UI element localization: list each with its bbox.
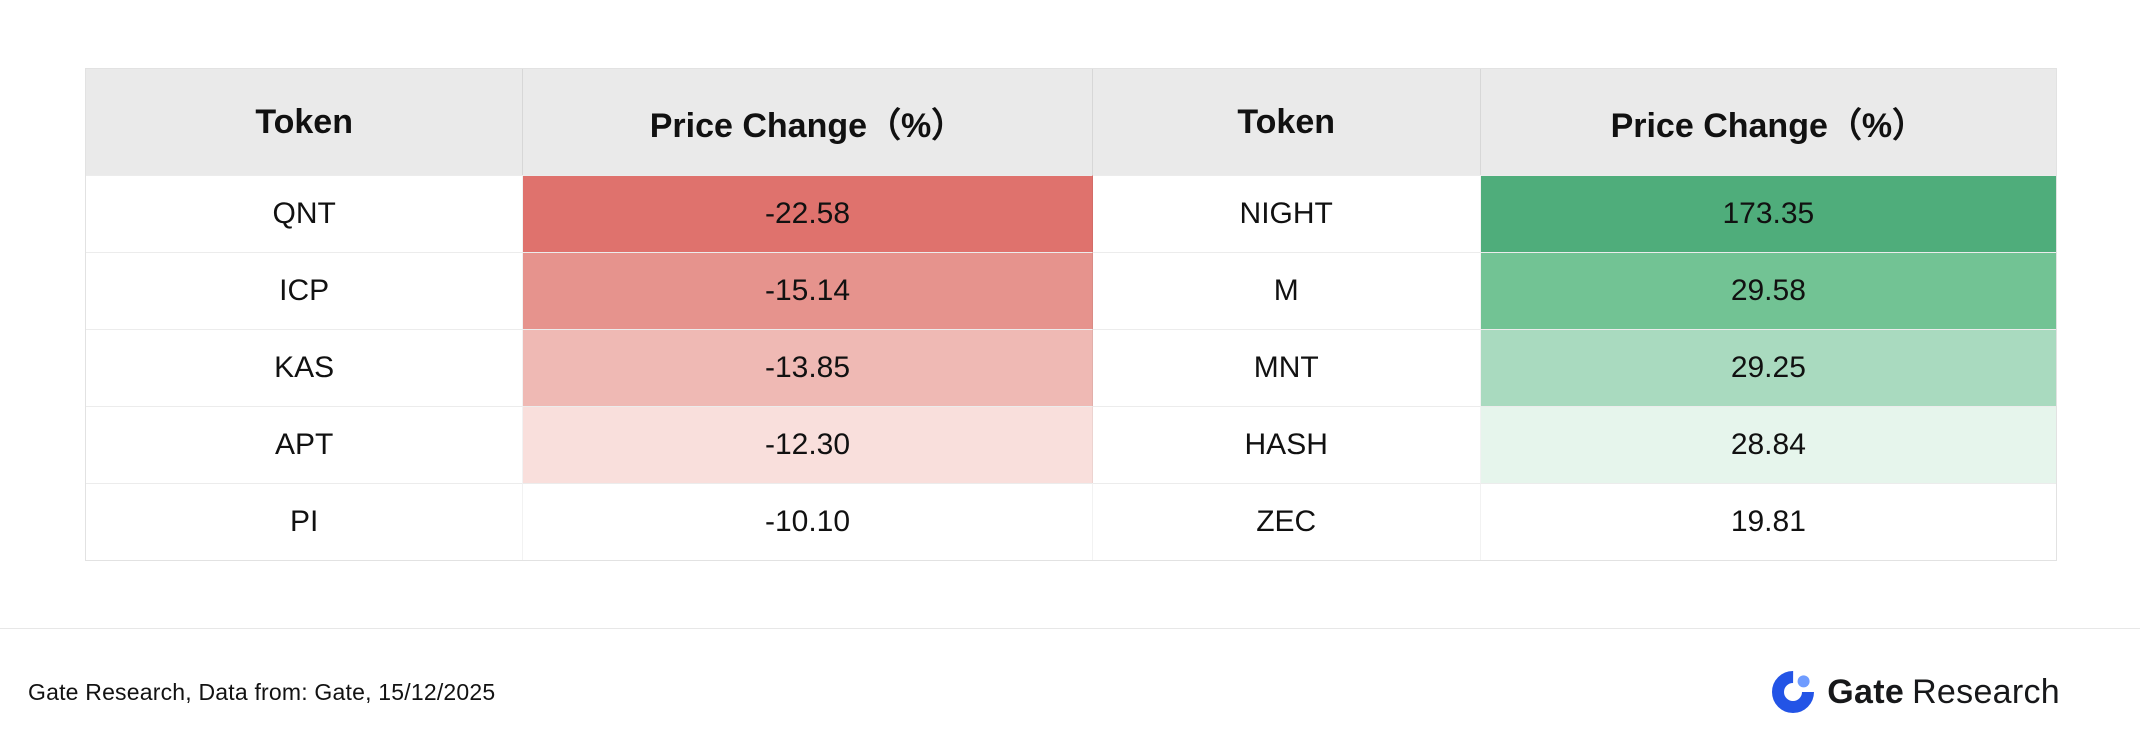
token-cell: HASH	[1092, 406, 1481, 483]
header-price-change-right: Price Change（%）	[1480, 69, 2056, 175]
table-row: KAS -13.85 MNT 29.25	[86, 329, 2056, 406]
token-cell: KAS	[86, 329, 524, 406]
token-cell: ICP	[86, 252, 524, 329]
table-row: ICP -15.14 M 29.58	[86, 252, 2056, 329]
table-body: QNT -22.58 NIGHT 173.35 ICP -15.14 M 29.…	[86, 175, 2056, 560]
token-cell: QNT	[86, 175, 524, 252]
token-cell: NIGHT	[1092, 175, 1481, 252]
price-change-cell: 29.58	[1480, 252, 2056, 329]
data-source-text: Gate Research, Data from: Gate, 15/12/20…	[28, 678, 496, 705]
token-cell: ZEC	[1092, 483, 1481, 560]
price-change-cell: -15.14	[523, 252, 1093, 329]
price-change-cell: 28.84	[1480, 406, 2056, 483]
header-token-right: Token	[1092, 69, 1481, 175]
gate-research-logo: Gate Research	[1769, 668, 2060, 716]
gate-logo-text: Gate Research	[1827, 673, 2060, 712]
gate-logo-text-regular: Research	[1912, 672, 2060, 711]
table-row: QNT -22.58 NIGHT 173.35	[86, 175, 2056, 252]
price-change-cell: 19.81	[1480, 483, 2056, 560]
header-token-left: Token	[86, 69, 524, 175]
price-change-cell: -13.85	[523, 329, 1093, 406]
price-change-cell: 173.35	[1480, 175, 2056, 252]
token-cell: MNT	[1092, 329, 1481, 406]
price-change-table: Token Price Change（%） Token Price Change…	[85, 68, 2057, 561]
footer-divider	[0, 628, 2140, 629]
footer: Gate Research, Data from: Gate, 15/12/20…	[28, 664, 2060, 720]
table-row: APT -12.30 HASH 28.84	[86, 406, 2056, 483]
gate-logo-text-bold: Gate	[1827, 672, 1905, 711]
price-change-cell: -22.58	[523, 175, 1093, 252]
token-cell: PI	[86, 483, 524, 560]
table-header-row: Token Price Change（%） Token Price Change…	[86, 69, 2056, 175]
table-row: PI -10.10 ZEC 19.81	[86, 483, 2056, 560]
header-price-change-left: Price Change（%）	[523, 69, 1093, 175]
gate-logo-icon	[1772, 671, 1815, 713]
token-cell: APT	[86, 406, 524, 483]
price-change-cell: 29.25	[1480, 329, 2056, 406]
price-change-cell: -12.30	[523, 406, 1093, 483]
price-change-cell: -10.10	[523, 483, 1093, 560]
token-cell: M	[1092, 252, 1481, 329]
